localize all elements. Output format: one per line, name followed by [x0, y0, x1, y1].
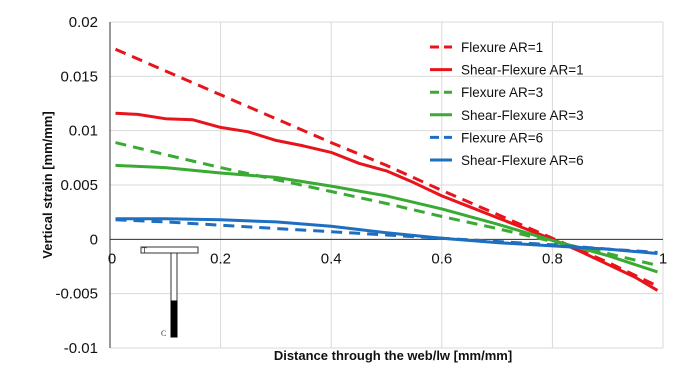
y-tick-label: 0.02 — [69, 14, 98, 31]
legend-label-1: Flexure AR=1 — [461, 40, 543, 55]
inset-bottom-label: C — [161, 329, 166, 338]
y-tick-label: 0 — [90, 231, 98, 248]
x-tick-label: 0.8 — [542, 250, 563, 267]
x-tick-label: 0 — [108, 250, 116, 267]
y-axis-label: Vertical strain [mm/mm] — [40, 111, 55, 258]
inset-flange — [140, 246, 199, 254]
series-line-6 — [115, 217, 658, 255]
section-inset: T C — [140, 246, 199, 338]
legend: Flexure AR=1 Shear-Flexure AR=1 Flexure AR… — [430, 40, 584, 168]
x-tick-label: 0.4 — [321, 250, 342, 267]
legend-label-6: Shear-Flexure AR=6 — [461, 153, 584, 168]
x-tick-label: 0.6 — [431, 250, 452, 267]
y-tick-label: -0.005 — [55, 286, 98, 303]
inset-web-lower — [170, 300, 178, 338]
axes — [109, 22, 663, 348]
x-tick-label: 0.2 — [210, 250, 231, 267]
x-axis-label: Distance through the web/lw [mm/mm] — [274, 348, 512, 363]
series-line-2 — [115, 111, 659, 292]
y-tick-label: -0.01 — [64, 340, 98, 357]
inset-top-label: T — [142, 246, 147, 255]
legend-label-4: Shear-Flexure AR=3 — [461, 108, 584, 123]
legend-label-3: Flexure AR=3 — [461, 85, 543, 100]
legend-label-2: Shear-Flexure AR=1 — [461, 63, 584, 78]
y-tick-label: 0.005 — [60, 177, 98, 194]
y-tick-label: 0.01 — [69, 123, 98, 140]
y-tick-label: 0.015 — [60, 68, 98, 85]
y-tick-labels: -0.01 -0.005 0 0.005 0.01 0.015 0.02 — [55, 14, 98, 357]
series-lines — [114, 47, 659, 292]
x-tick-label: 1 — [659, 250, 667, 267]
legend-label-5: Flexure AR=6 — [461, 130, 543, 145]
inset-web-upper — [170, 252, 178, 302]
x-tick-labels: 0 0.2 0.4 0.6 0.8 1 — [108, 250, 667, 267]
series-line-3 — [115, 141, 658, 267]
